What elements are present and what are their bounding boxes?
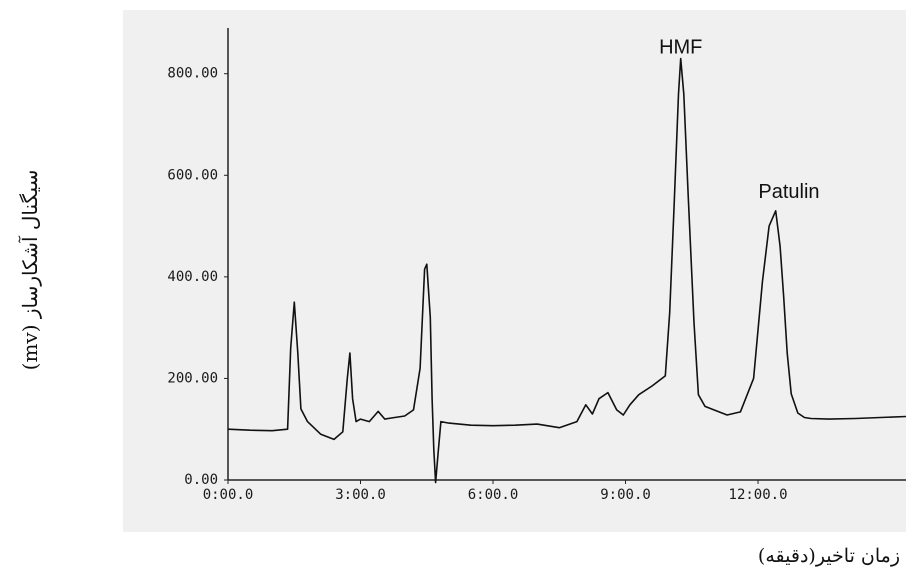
- peak-label-patulin: Patulin: [758, 181, 819, 203]
- peak-label-group: HMF Patulin: [659, 36, 819, 203]
- x-tick-label: 12:00.0: [729, 487, 788, 503]
- chromatogram-trace: [227, 57, 906, 484]
- peak-label-hmf: HMF: [659, 36, 702, 58]
- y-tick-group: 0.00 200.00 400.00 600.00 800.00: [167, 66, 228, 488]
- x-tick-label: 3:00.0: [335, 487, 386, 503]
- x-tick-label: 6:00.0: [468, 487, 519, 503]
- x-tick-group: 0:00.0 3:00.0 6:00.0 9:00.0 12:00.0: [203, 480, 788, 503]
- y-tick-label: 0.00: [184, 472, 218, 488]
- x-tick-label: 9:00.0: [600, 487, 651, 503]
- y-tick-label: 800.00: [167, 66, 218, 82]
- y-tick-label: 400.00: [167, 269, 218, 285]
- x-axis-title: زمان تاخیر(دقیقه): [757, 545, 900, 567]
- y-tick-label: 200.00: [167, 370, 218, 386]
- y-axis-title: سیگنال آشکارساز (mv): [18, 169, 42, 371]
- plot-panel: [123, 10, 906, 532]
- x-tick-label: 0:00.0: [203, 487, 254, 503]
- y-tick-label: 600.00: [167, 167, 218, 183]
